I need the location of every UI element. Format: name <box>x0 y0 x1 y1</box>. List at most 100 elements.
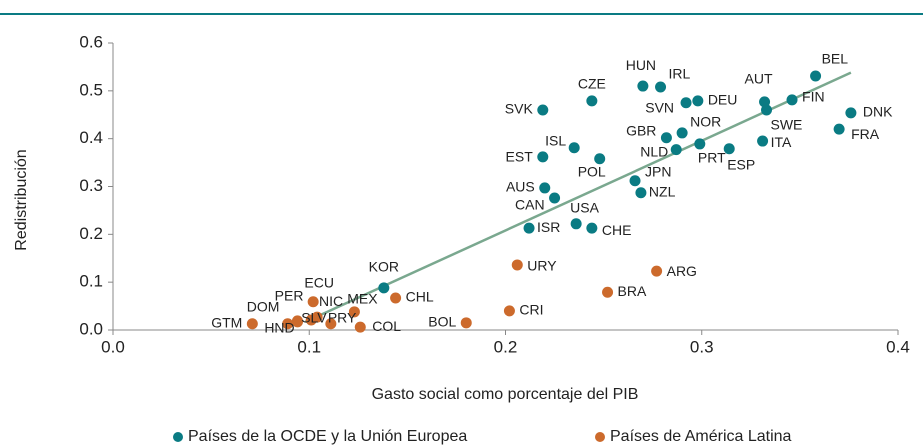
point <box>845 107 857 119</box>
point <box>282 318 294 330</box>
legend-marker <box>595 432 605 442</box>
point <box>511 259 523 271</box>
point <box>537 151 549 163</box>
point-label: EST <box>506 149 534 165</box>
point-label: SLV <box>301 310 327 326</box>
point-label: CAN <box>515 197 545 213</box>
point <box>549 192 561 204</box>
y-tick-label: 0.6 <box>79 32 103 51</box>
point-label: CZE <box>578 76 606 92</box>
point <box>651 265 663 277</box>
point-label: NIC <box>319 293 343 309</box>
point-label: PER <box>275 288 304 304</box>
point-label: BEL <box>822 51 849 67</box>
point-label: USA <box>570 200 599 216</box>
point <box>390 292 402 304</box>
point-label: ESP <box>727 156 755 172</box>
point-label: FRA <box>851 126 880 142</box>
point-label: PRY <box>328 309 357 325</box>
x-tick-label: 0.2 <box>494 337 518 356</box>
point <box>635 187 647 199</box>
point-label: ECU <box>304 274 334 290</box>
point-label: ISR <box>537 219 560 235</box>
point-label: GTM <box>211 314 242 330</box>
point <box>694 138 706 150</box>
point-label: BRA <box>618 283 647 299</box>
point-label: NOR <box>690 114 721 130</box>
point-label: KOR <box>369 259 399 275</box>
point <box>594 153 606 165</box>
point-label: BOL <box>428 314 456 330</box>
point <box>246 318 258 330</box>
point <box>325 318 337 330</box>
y-tick-label: 0.5 <box>79 80 103 99</box>
point-label: SVK <box>505 101 534 117</box>
y-axis-title: Redistribución <box>13 149 30 250</box>
point <box>692 95 704 107</box>
point <box>586 95 598 107</box>
point <box>680 97 692 109</box>
point-label: HUN <box>626 57 656 73</box>
point <box>629 175 641 187</box>
point <box>570 218 582 230</box>
point <box>568 142 580 154</box>
point <box>660 132 672 144</box>
point-label: ISL <box>545 132 566 148</box>
point <box>637 80 649 92</box>
legend-label: Países de América Latina <box>610 428 792 445</box>
point-label: SVN <box>645 99 674 115</box>
x-tick-label: 0.4 <box>886 337 910 356</box>
point-label: AUT <box>745 71 773 87</box>
y-tick-label: 0.1 <box>79 272 103 291</box>
point <box>723 143 735 155</box>
point <box>786 94 798 106</box>
point <box>523 222 535 234</box>
point-label: ITA <box>771 134 792 150</box>
point <box>586 222 598 234</box>
point-label: JPN <box>645 163 671 179</box>
point-label: COL <box>372 318 401 334</box>
point-label: GBR <box>626 122 656 138</box>
y-tick-label: 0.4 <box>79 128 103 147</box>
point-label: NZL <box>649 183 676 199</box>
point-label: SWE <box>771 117 803 133</box>
point <box>655 81 667 93</box>
point <box>670 144 682 156</box>
point-label: IRL <box>669 66 691 82</box>
point-label: ARG <box>667 263 697 279</box>
point <box>354 321 366 333</box>
point <box>759 96 771 108</box>
point <box>757 135 769 147</box>
point <box>460 317 472 329</box>
point <box>539 182 551 194</box>
point <box>602 286 614 298</box>
x-axis-title: Gasto social como porcentaje del PIB <box>372 386 639 403</box>
point-label: DOM <box>247 299 280 315</box>
trend-line <box>304 71 852 324</box>
point-label: DNK <box>863 104 893 120</box>
point <box>291 316 303 328</box>
point-label: CHE <box>602 222 632 238</box>
y-tick-label: 0.0 <box>79 319 103 338</box>
x-tick-label: 0.0 <box>101 337 125 356</box>
point <box>348 306 360 318</box>
point-label: URY <box>527 258 557 274</box>
point <box>833 123 845 135</box>
legend-marker <box>173 432 183 442</box>
point <box>378 282 390 294</box>
point-label: DEU <box>708 92 738 108</box>
point-label: POL <box>578 163 606 179</box>
point-label: MEX <box>347 291 378 307</box>
point-label: CHL <box>406 289 434 305</box>
y-tick-label: 0.3 <box>79 176 103 195</box>
point-label: HND <box>264 319 294 335</box>
point <box>676 127 688 139</box>
point <box>810 70 822 82</box>
point <box>307 296 319 308</box>
point-label: PRT <box>698 150 726 166</box>
x-tick-label: 0.3 <box>690 337 714 356</box>
point-label: AUS <box>506 179 535 195</box>
legend-label: Países de la OCDE y la Unión Europea <box>188 428 467 445</box>
y-tick-label: 0.2 <box>79 224 103 243</box>
point-label: CRI <box>519 302 543 318</box>
